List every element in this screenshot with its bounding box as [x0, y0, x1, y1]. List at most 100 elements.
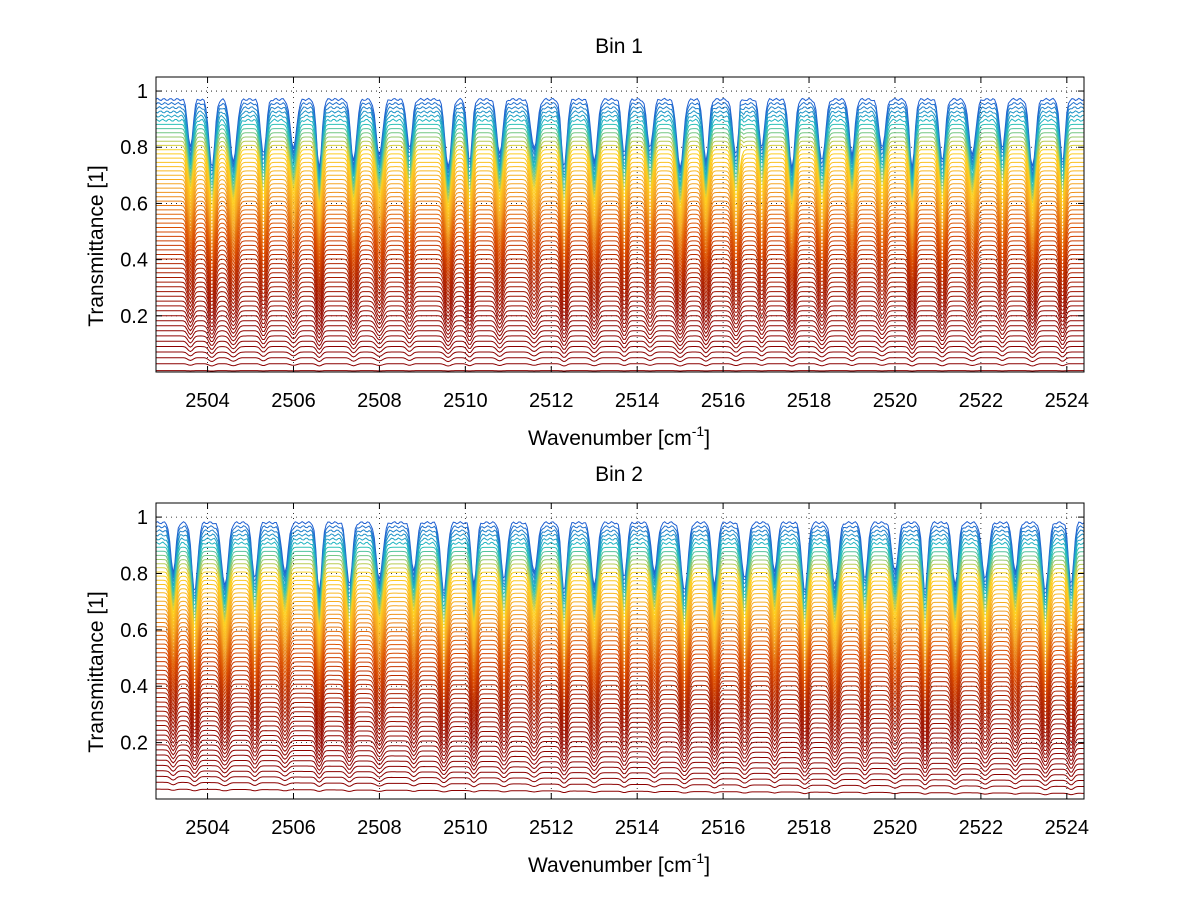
spectrum-line	[156, 196, 1084, 244]
spectrum-line	[156, 674, 1084, 710]
chart-title: Bin 1	[595, 35, 643, 58]
spectrum-line	[156, 357, 1084, 363]
spectrum-line	[156, 134, 1084, 197]
spectrum-line	[156, 300, 1084, 322]
spectrum-line	[156, 749, 1084, 766]
spectrum-line	[156, 187, 1084, 238]
spectrum-line	[156, 617, 1084, 665]
spectrum-line	[156, 656, 1084, 696]
y-tick-label: 0.8	[120, 137, 148, 159]
spectrum-line	[156, 622, 1084, 669]
x-tick-label: 2518	[787, 817, 832, 839]
spectrum-line	[156, 596, 1084, 649]
spectrum-line	[156, 258, 1084, 291]
spectrum-line	[156, 571, 1084, 630]
spectrum-line	[156, 345, 1084, 355]
axes-box	[155, 76, 1085, 373]
spectrum-line	[156, 149, 1084, 207]
spectrum-line	[156, 613, 1084, 662]
spectrum-line	[156, 325, 1084, 340]
spectrum-line	[156, 127, 1084, 191]
spectrum-line	[156, 734, 1084, 755]
spectrum-line	[156, 244, 1084, 281]
spectrum-line	[156, 315, 1084, 332]
spectrum-line	[156, 639, 1084, 682]
spectrum-line	[156, 669, 1084, 707]
y-axis-label: Transmittance [1]	[85, 165, 108, 326]
spectrum-line	[156, 764, 1084, 778]
spectrum-line	[156, 351, 1084, 359]
spectrum-line	[156, 157, 1084, 215]
spectrum-line	[156, 209, 1084, 254]
spectrum-line	[155, 724, 1084, 748]
spectrum-line	[156, 174, 1084, 228]
spectrum-line	[155, 105, 1085, 175]
x-tick-label: 2520	[873, 390, 918, 412]
spectrum-line	[156, 295, 1084, 318]
spectrum-line	[156, 183, 1084, 235]
y-tick-label: 0.4	[120, 676, 148, 698]
x-tick-label: 2524	[1045, 817, 1090, 839]
spectrum-line	[156, 775, 1084, 786]
spectrum-line	[156, 142, 1084, 204]
spectrum-line	[156, 249, 1084, 284]
spectrum-line	[155, 537, 1085, 605]
spectrum-line	[156, 563, 1084, 624]
spectrum-line	[156, 567, 1084, 627]
spectrum-line	[155, 529, 1085, 599]
spectrum-line	[156, 692, 1085, 723]
spectrum-line	[156, 626, 1084, 672]
spectrum-line	[156, 697, 1084, 727]
spectrum-line	[156, 579, 1084, 637]
spectrum-line	[156, 788, 1084, 796]
spectrum-line	[156, 138, 1084, 200]
spectrum-line	[156, 320, 1084, 336]
spectrum-line	[156, 340, 1084, 351]
spectrum-line	[156, 706, 1084, 734]
axes-box	[155, 502, 1085, 800]
x-tick-label: 2510	[443, 817, 488, 839]
ticks: 2504 2506 2508 2510 2512 2514 2516 2518 2520 2522…	[120, 77, 1089, 412]
spectrum-line	[156, 701, 1085, 730]
spectrum-line	[156, 191, 1084, 241]
spectrum-line	[156, 218, 1084, 261]
spectrum-line	[156, 161, 1084, 218]
spectrum-line	[156, 554, 1084, 618]
spectrum-line	[156, 754, 1084, 770]
spectrum-line	[156, 720, 1084, 744]
spectrum-line	[156, 310, 1084, 329]
spectrum-line	[155, 114, 1085, 182]
spectrum-line	[156, 550, 1084, 614]
spectrum-line	[156, 588, 1084, 643]
x-tick-label: 2514	[615, 817, 660, 839]
spectrum-line	[156, 213, 1084, 258]
spectrum-line	[156, 240, 1084, 277]
x-tick-label: 2524	[1045, 390, 1090, 412]
spectrum-line	[156, 226, 1084, 268]
spectrum-line	[156, 291, 1084, 315]
spectrum-line	[156, 604, 1084, 656]
spectrum-line	[156, 770, 1084, 782]
spectrum-line	[156, 630, 1084, 675]
x-tick-label: 2518	[787, 390, 832, 412]
spectrum-line	[155, 643, 1084, 686]
spectrum-line	[156, 204, 1084, 251]
chart-bin-2: Bin 2 2504 2506 2508 2510 2512 2514 2516 2518 25…	[85, 463, 1089, 877]
spectrum-line	[156, 131, 1084, 194]
x-tick-label: 2516	[701, 390, 746, 412]
x-tick-label: 2510	[443, 390, 488, 412]
spectrum-line	[156, 363, 1084, 367]
y-tick-label: 1	[137, 507, 148, 529]
y-tick-label: 0.6	[120, 620, 148, 642]
y-tick-label: 0.8	[120, 563, 148, 585]
x-tick-label: 2508	[357, 390, 402, 412]
spectrum-line	[156, 222, 1084, 264]
spectrum-line	[156, 661, 1084, 699]
y-tick-label: 0.4	[120, 250, 148, 272]
spectrum-line	[156, 267, 1084, 298]
spectrum-line	[156, 592, 1084, 646]
x-tick-label: 2506	[271, 817, 316, 839]
spectrum-line	[156, 200, 1084, 248]
spectrum-line	[155, 525, 1085, 596]
